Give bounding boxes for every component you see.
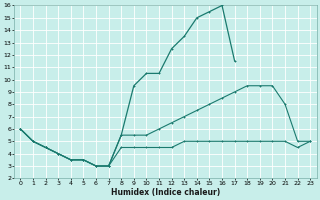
- X-axis label: Humidex (Indice chaleur): Humidex (Indice chaleur): [111, 188, 220, 197]
